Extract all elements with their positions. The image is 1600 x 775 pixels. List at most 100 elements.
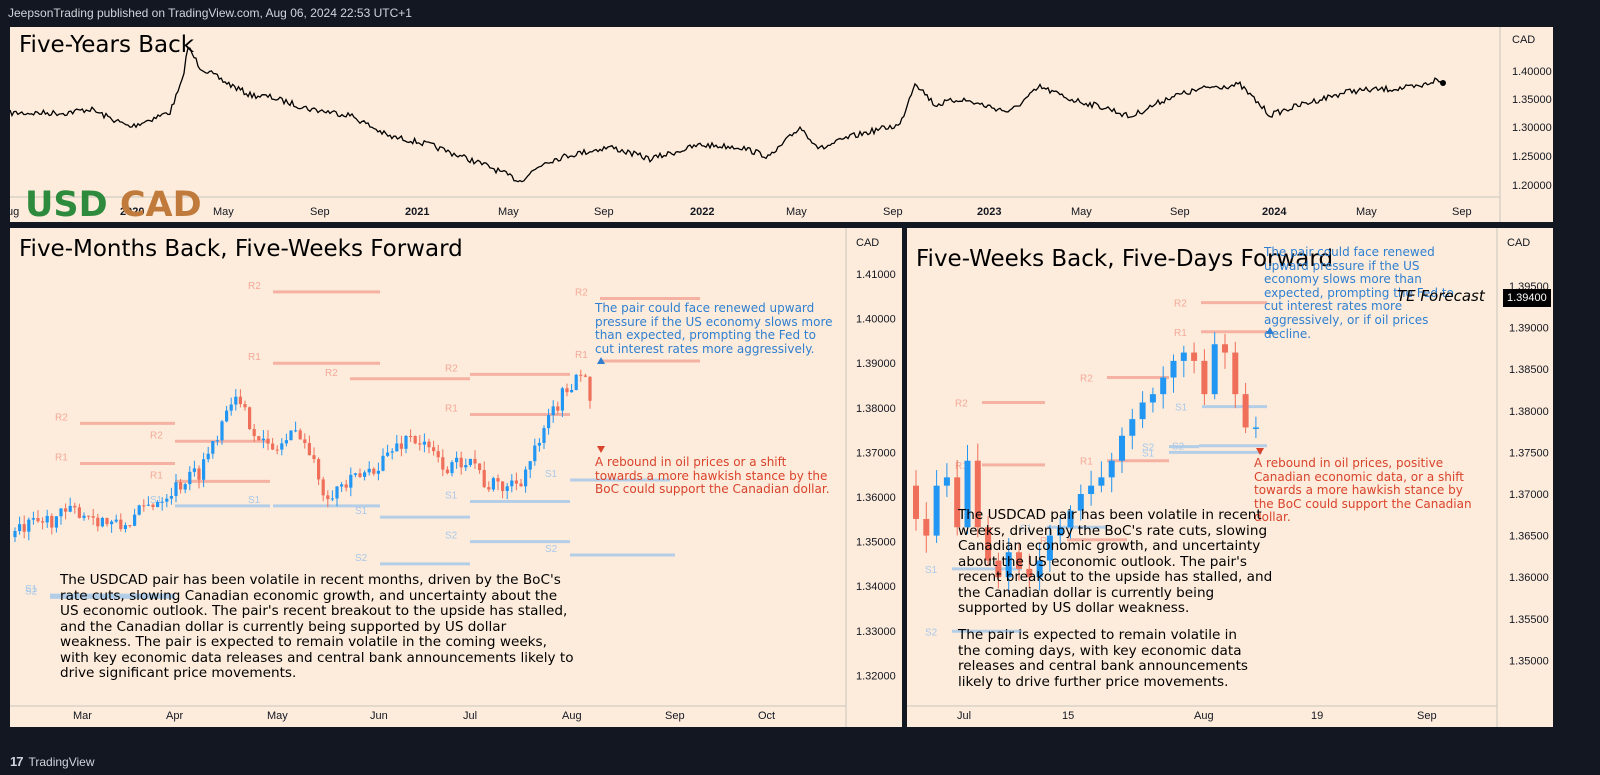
x-tick-label: Sep: [1170, 206, 1190, 218]
pivot-s2-label: S2: [1142, 443, 1155, 454]
pivot-s1-label: S1: [445, 490, 458, 501]
currency-label: CAD: [1512, 34, 1535, 46]
candle-up: [570, 389, 574, 393]
candle-up: [542, 428, 546, 443]
candle-up: [156, 501, 160, 508]
x-tick-label: Apr: [166, 710, 183, 722]
candle-up: [1005, 552, 1012, 578]
currency-label: CAD: [856, 237, 879, 249]
candle-up: [225, 410, 229, 422]
candle-down: [36, 518, 40, 522]
five-years-chart: CAD 1.40000 1.35000 1.30000 1.25000 1.20000 ug…: [10, 27, 1553, 222]
x-tick-label: Sep: [883, 206, 903, 218]
candle-down: [588, 376, 592, 401]
candle-up: [528, 461, 532, 470]
candle-down: [151, 504, 155, 508]
candle-down: [1232, 352, 1239, 395]
candle-down: [432, 447, 436, 452]
candle-down: [119, 519, 123, 530]
pivot-r1-label: R1: [955, 461, 968, 472]
pivot-r2-label: R2: [1080, 374, 1093, 385]
pivot-s1-label: S1: [1020, 523, 1033, 534]
tradingview-footer: 17 TradingView: [10, 754, 95, 769]
candle-down: [473, 458, 477, 464]
candle-up: [404, 436, 408, 449]
y-tick-label: 1.33000: [856, 626, 896, 638]
y-tick-label: 1.41000: [856, 269, 896, 281]
y-tick-label: 1.40000: [1512, 66, 1552, 78]
pivot-r1-label: R1: [248, 352, 261, 363]
candle-down: [487, 487, 491, 490]
candle-up: [280, 443, 284, 450]
candle-up: [468, 458, 472, 466]
x-tick-label: Sep: [665, 710, 685, 722]
candle-down: [252, 429, 256, 437]
bullish-scenario-note: The pair could face renewed upward press…: [595, 301, 833, 356]
candle-down: [1242, 394, 1249, 428]
candle-up: [202, 459, 206, 480]
y-tick-label: 1.32000: [856, 670, 896, 682]
candle-up: [491, 478, 495, 490]
x-tick-label: May: [213, 206, 234, 218]
candle-up: [284, 440, 288, 444]
candle-up: [353, 473, 357, 475]
candle-up: [381, 455, 385, 471]
candle-down: [358, 473, 362, 477]
pivot-r1-label: R1: [55, 453, 68, 464]
bearish-scenario-note: A rebound in oil prices, positive Canadi…: [1254, 456, 1472, 525]
candle-up: [31, 518, 35, 520]
candle-up: [1077, 494, 1084, 511]
candle-down: [565, 388, 569, 393]
x-tick-label: Mar: [73, 710, 92, 722]
candle-up: [1057, 527, 1064, 536]
five-weeks-chart: CAD1.395001.390001.385001.380001.375001.…: [907, 228, 1553, 727]
candle-up: [261, 438, 265, 441]
candle-down: [50, 515, 54, 528]
candle-up: [510, 480, 514, 487]
price-axis: [1500, 27, 1553, 222]
panel-title: Five-Weeks Back, Five-Days Forward: [916, 246, 1334, 272]
x-tick-label: May: [267, 710, 288, 722]
candle-up: [160, 501, 164, 503]
x-tick-label: 2020: [120, 206, 144, 218]
currency-label: CAD: [1507, 237, 1530, 249]
pivot-r1-label: R1: [575, 350, 588, 361]
candle-up: [183, 484, 187, 490]
candle-up: [1098, 477, 1105, 486]
pivot-r2-label: R2: [150, 430, 163, 441]
candle-up: [551, 406, 555, 416]
candle-up: [943, 477, 950, 486]
candle-down: [427, 441, 431, 448]
candle-down: [445, 469, 449, 474]
pivot-s2-label: S2: [25, 586, 38, 597]
up-arrow-icon: [1266, 327, 1274, 334]
candle-up: [137, 505, 141, 515]
x-tick-label: Jul: [463, 710, 477, 722]
candle-up: [422, 441, 426, 445]
five-months-chart: CAD 1.41000 1.40000 1.39000 1.38000 1.37000 1.…: [10, 228, 902, 727]
candle-up: [537, 442, 541, 446]
bearish-scenario-note: A rebound in oil prices or a shift towar…: [595, 455, 830, 497]
y-tick-label: 1.35000: [1512, 94, 1552, 106]
candle-down: [312, 455, 316, 460]
down-arrow-icon: [597, 446, 605, 453]
candle-up: [390, 451, 394, 453]
last-price-dot: [1440, 80, 1446, 86]
five-months-panel: CAD 1.41000 1.40000 1.39000 1.38000 1.37000 1.…: [10, 228, 902, 727]
candle-down: [1201, 360, 1208, 395]
y-tick-label: 1.25000: [1512, 151, 1552, 163]
candle-up: [1119, 435, 1125, 461]
candle-down: [923, 518, 930, 536]
pivot-s1-label: S1: [1175, 403, 1188, 414]
y-tick-label: 1.39000: [1509, 323, 1549, 335]
candle-down: [142, 505, 146, 507]
candle-up: [1046, 535, 1053, 561]
candle-down: [91, 516, 95, 518]
candle-down: [482, 470, 486, 488]
x-tick-label: ug: [10, 206, 19, 218]
candle-down: [96, 517, 100, 527]
market-summary: The USDCAD pair has been volatile in rec…: [60, 572, 574, 681]
candle-down: [579, 374, 583, 376]
y-tick-label: 1.38500: [1509, 364, 1549, 376]
candle-up: [27, 519, 31, 532]
